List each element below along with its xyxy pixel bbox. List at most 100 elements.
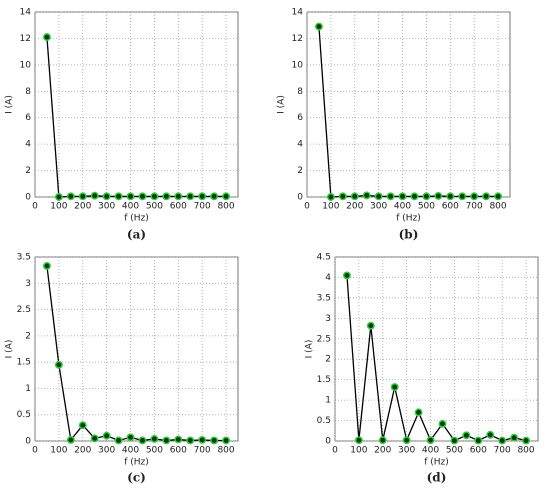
x-tick-label: 100 bbox=[350, 446, 367, 456]
data-point bbox=[434, 191, 443, 200]
x-tick-label: 200 bbox=[346, 202, 363, 212]
x-tick-label: 400 bbox=[122, 202, 139, 212]
y-tick-label: 3.5 bbox=[17, 253, 31, 263]
y-tick-label: 0 bbox=[25, 193, 31, 203]
x-tick-label: 0 bbox=[32, 446, 38, 456]
data-point bbox=[78, 192, 87, 201]
x-tick-label: 800 bbox=[517, 446, 534, 456]
plot-area bbox=[34, 11, 239, 198]
plot-area bbox=[306, 11, 511, 198]
y-tick-label: 6 bbox=[297, 113, 303, 123]
data-point bbox=[150, 192, 159, 201]
x-tick-label: 0 bbox=[304, 202, 310, 212]
x-tick-label: 300 bbox=[398, 446, 415, 456]
y-tick-label: 10 bbox=[20, 60, 32, 70]
x-tick-label: 0 bbox=[32, 202, 38, 212]
y-axis-label: I (A) bbox=[305, 340, 315, 359]
data-point bbox=[198, 435, 207, 444]
data-point bbox=[314, 22, 323, 31]
y-tick-label: 14 bbox=[20, 8, 32, 18]
y-tick-label: 10 bbox=[292, 60, 304, 70]
data-point bbox=[174, 435, 183, 444]
y-tick-label: 6 bbox=[25, 113, 31, 123]
x-tick-label: 700 bbox=[194, 446, 211, 456]
y-tick-label: 4.5 bbox=[317, 253, 331, 263]
data-point bbox=[410, 192, 419, 201]
data-point bbox=[402, 436, 411, 445]
data-point bbox=[414, 408, 423, 417]
x-tick-label: 600 bbox=[170, 202, 187, 212]
data-point bbox=[378, 436, 387, 445]
data-point bbox=[366, 321, 375, 330]
data-point bbox=[386, 192, 395, 201]
plot-area bbox=[34, 256, 239, 442]
series-line bbox=[346, 275, 527, 443]
data-point bbox=[150, 434, 159, 443]
data-point bbox=[210, 436, 219, 445]
y-tick-label: 0 bbox=[325, 437, 331, 447]
x-tick-label: 700 bbox=[466, 202, 483, 212]
data-point bbox=[198, 192, 207, 201]
data-point bbox=[78, 421, 87, 430]
y-tick-label: 2 bbox=[25, 166, 31, 176]
y-tick-label: 0.5 bbox=[317, 416, 331, 426]
x-tick-label: 400 bbox=[394, 202, 411, 212]
x-tick-label: 500 bbox=[146, 446, 163, 456]
data-point bbox=[186, 436, 195, 445]
data-point bbox=[138, 436, 147, 445]
data-point bbox=[222, 192, 231, 201]
data-point bbox=[54, 360, 63, 369]
data-point bbox=[102, 431, 111, 440]
y-tick-label: 3 bbox=[325, 314, 331, 324]
data-point bbox=[482, 192, 491, 201]
data-point bbox=[426, 436, 435, 445]
data-point bbox=[342, 271, 351, 280]
data-point bbox=[66, 192, 75, 201]
y-tick-label: 8 bbox=[297, 87, 303, 97]
x-tick-label: 600 bbox=[442, 202, 459, 212]
series-line bbox=[46, 37, 227, 198]
y-axis-label: I (A) bbox=[5, 340, 15, 359]
series-line bbox=[318, 26, 499, 198]
data-point bbox=[510, 433, 519, 442]
y-tick-label: 0 bbox=[297, 193, 303, 203]
data-point bbox=[522, 436, 531, 445]
data-point bbox=[210, 192, 219, 201]
data-point bbox=[438, 419, 447, 428]
data-point bbox=[354, 436, 363, 445]
x-axis-label: f (Hz) bbox=[124, 458, 149, 468]
x-tick-label: 600 bbox=[470, 446, 487, 456]
y-tick-label: 1.5 bbox=[17, 358, 31, 368]
data-point bbox=[474, 436, 483, 445]
caption: (d) bbox=[427, 471, 447, 485]
data-point bbox=[494, 192, 503, 201]
x-tick-label: 200 bbox=[374, 446, 391, 456]
y-tick-label: 8 bbox=[25, 87, 31, 97]
x-tick-label: 0 bbox=[332, 446, 338, 456]
plot-area bbox=[334, 256, 539, 442]
data-point bbox=[338, 192, 347, 201]
data-point bbox=[102, 192, 111, 201]
x-tick-label: 500 bbox=[146, 202, 163, 212]
x-axis-label: f (Hz) bbox=[424, 458, 449, 468]
y-axis-label: I (A) bbox=[5, 95, 15, 114]
data-point bbox=[222, 436, 231, 445]
y-axis-label: I (A) bbox=[277, 95, 287, 114]
x-tick-label: 400 bbox=[122, 446, 139, 456]
data-point bbox=[422, 192, 431, 201]
x-tick-label: 300 bbox=[98, 446, 115, 456]
y-tick-label: 4 bbox=[297, 140, 303, 150]
y-tick-label: 3 bbox=[25, 279, 31, 289]
data-point bbox=[374, 192, 383, 201]
x-tick-label: 800 bbox=[217, 446, 234, 456]
x-tick-label: 700 bbox=[494, 446, 511, 456]
data-point bbox=[362, 191, 371, 200]
data-point bbox=[398, 192, 407, 201]
y-tick-label: 2 bbox=[297, 166, 303, 176]
y-tick-label: 2.5 bbox=[17, 305, 31, 315]
data-point bbox=[42, 33, 51, 42]
x-tick-label: 200 bbox=[74, 202, 91, 212]
data-point bbox=[470, 192, 479, 201]
